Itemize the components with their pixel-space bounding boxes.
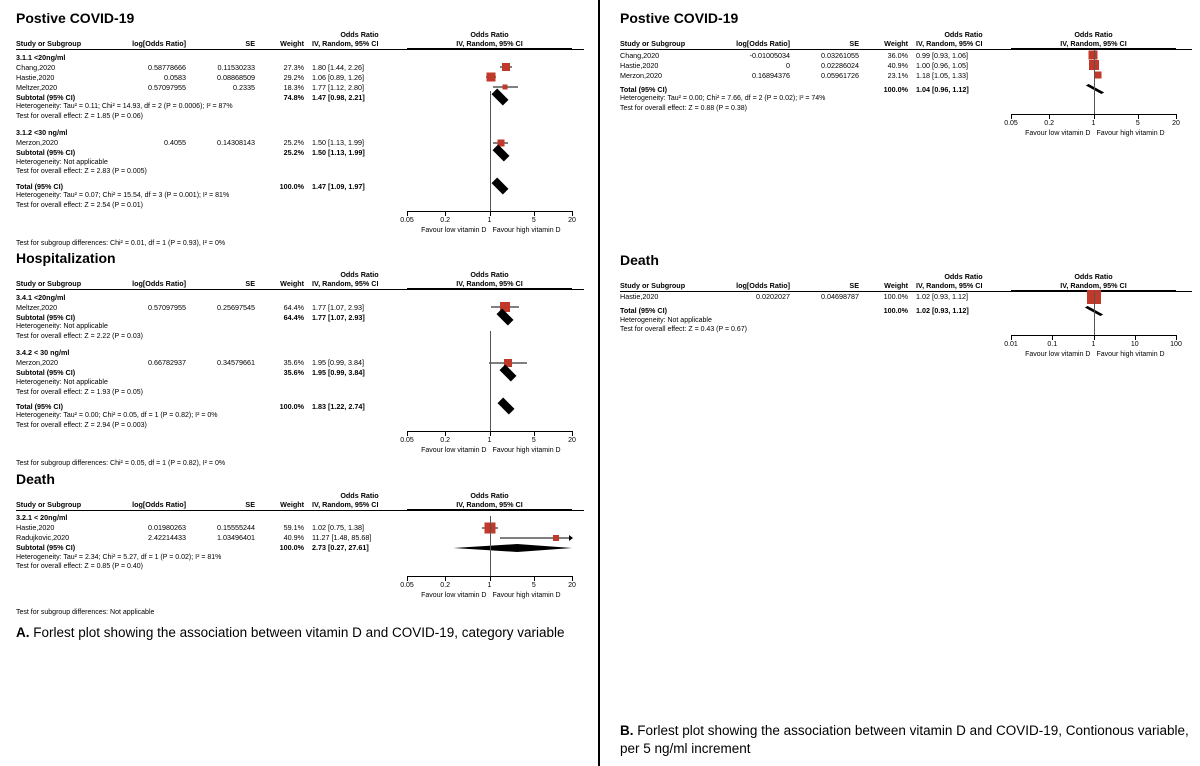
subtotal-row: Total (95% CI) 100.0% 1.02 [0.93, 1.12] — [620, 306, 1192, 316]
caption-tag: B. — [620, 723, 634, 738]
axis-row: 0.050.21520 Favour low vitamin D Favour … — [620, 114, 1192, 142]
study-row: Merzon,2020 0.16894376 0.05961726 23.1% … — [620, 70, 1192, 80]
section-title: Postive COVID-19 — [16, 10, 584, 26]
caption-text: Forlest plot showing the association bet… — [620, 723, 1189, 756]
figure-page: Postive COVID-19 Odds Ratio Odds Ratio S… — [0, 0, 1200, 766]
forest-table: Odds Ratio Odds Ratio Study or Subgroup … — [620, 30, 1192, 142]
panel-b-caption: B. Forlest plot showing the association … — [620, 722, 1192, 758]
study-row: Radujkovic,2020 2.42214433 1.03496401 40… — [16, 533, 584, 543]
panel-a-caption: A. Forlest plot showing the association … — [16, 624, 584, 642]
panel-a: Postive COVID-19 Odds Ratio Odds Ratio S… — [0, 0, 600, 766]
caption-text: Forlest plot showing the association bet… — [33, 625, 564, 640]
subtotal-row: Subtotal (95% CI) 25.2% 1.50 [1.13, 1.99… — [16, 148, 584, 158]
section-title: Death — [16, 471, 584, 487]
study-row: Hastie,2020 0.0202027 0.04698787 100.0% … — [620, 292, 1192, 302]
subtotal-row: Total (95% CI) 100.0% 1.83 [1.22, 2.74] — [16, 401, 584, 411]
forest-table: Odds Ratio Odds Ratio Study or Subgroup … — [16, 30, 584, 248]
subtotal-row: Total (95% CI) 100.0% 1.47 [1.09, 1.97] — [16, 181, 584, 191]
subtotal-row: Subtotal (95% CI) 64.4% 1.77 [1.07, 2.93… — [16, 312, 584, 322]
forest-table: Odds Ratio Odds Ratio Study or Subgroup … — [620, 272, 1192, 364]
study-row: Chang,2020 -0.01005034 0.03261055 36.0% … — [620, 50, 1192, 60]
axis-row: 0.050.21520 Favour low vitamin D Favour … — [16, 431, 584, 459]
panel-b: Postive COVID-19 Odds Ratio Odds Ratio S… — [600, 0, 1200, 766]
section-title: Death — [620, 252, 1192, 268]
study-row: Hastie,2020 0.0583 0.08868509 29.2% 1.06… — [16, 72, 584, 82]
axis-row: 0.050.21520 Favour low vitamin D Favour … — [16, 576, 584, 604]
axis-row: 0.010.1110100 Favour low vitamin D Favou… — [620, 335, 1192, 363]
study-row: Hastie,2020 0.01980263 0.15555244 59.1% … — [16, 523, 584, 533]
subtotal-row: Subtotal (95% CI) 100.0% 2.73 [0.27, 27.… — [16, 543, 584, 553]
study-row: Chang,2020 0.58778666 0.11530233 27.3% 1… — [16, 62, 584, 72]
study-row: Hastie,2020 0 0.02286024 40.9% 1.00 [0.9… — [620, 60, 1192, 70]
section-title: Hospitalization — [16, 250, 584, 266]
subtotal-row: Total (95% CI) 100.0% 1.04 [0.96, 1.12] — [620, 84, 1192, 94]
subtotal-row: Subtotal (95% CI) 74.8% 1.47 [0.98, 2.21… — [16, 92, 584, 102]
caption-tag: A. — [16, 625, 30, 640]
forest-table: Odds Ratio Odds Ratio Study or Subgroup … — [16, 491, 584, 618]
axis-row: 0.050.21520 Favour low vitamin D Favour … — [16, 211, 584, 239]
study-row: Merzon,2020 0.66782937 0.34579661 35.6% … — [16, 358, 584, 368]
forest-table: Odds Ratio Odds Ratio Study or Subgroup … — [16, 270, 584, 468]
subtotal-row: Subtotal (95% CI) 35.6% 1.95 [0.99, 3.84… — [16, 368, 584, 378]
section-title: Postive COVID-19 — [620, 10, 1192, 26]
